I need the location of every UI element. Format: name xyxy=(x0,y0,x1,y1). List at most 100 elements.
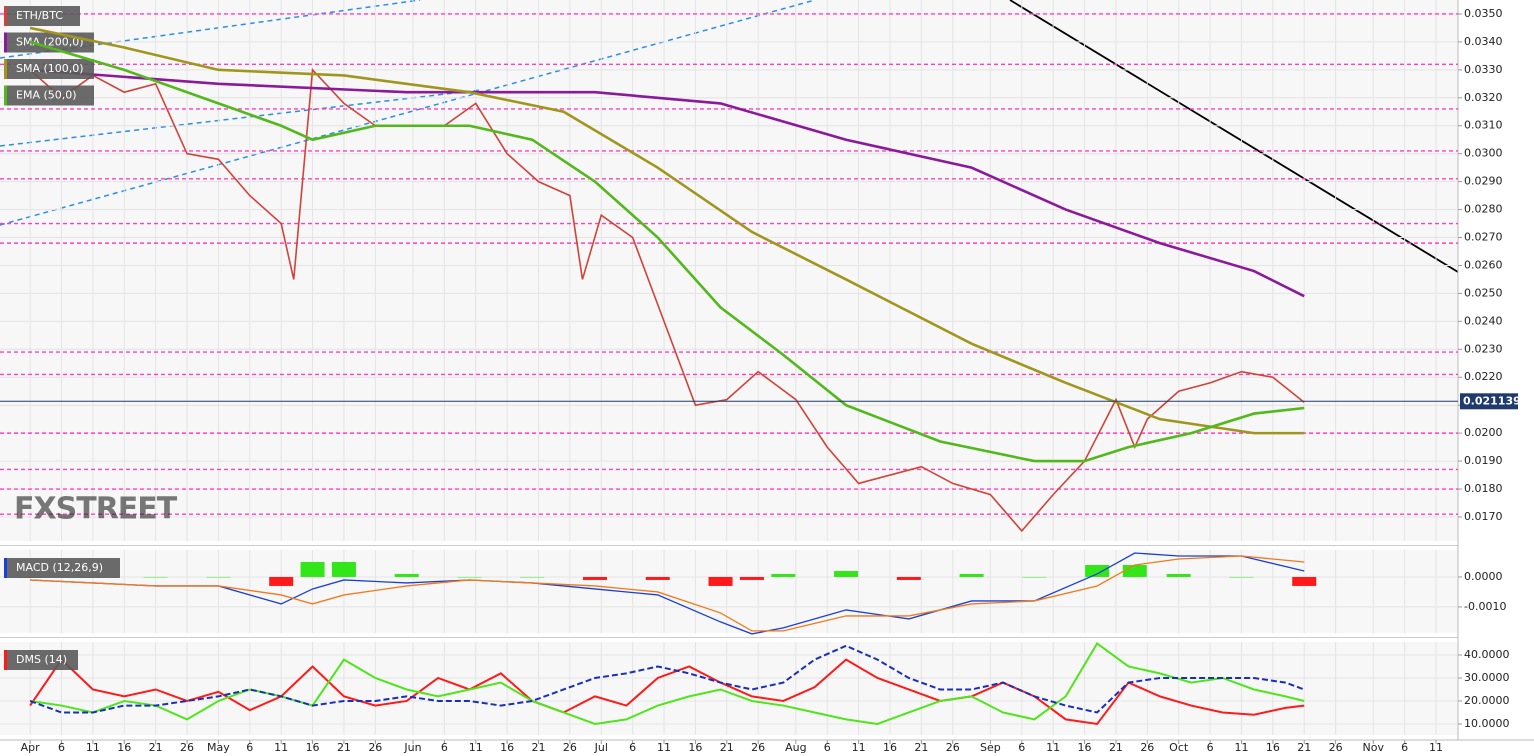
y-tick-label: 0.0000 xyxy=(1464,570,1503,583)
x-tick-label: 16 xyxy=(688,741,702,754)
y-tick-label: 0.0350 xyxy=(1464,7,1503,20)
trendline xyxy=(0,0,816,226)
legend-swatch xyxy=(4,59,7,79)
histogram-bar xyxy=(834,570,859,577)
dms-line xyxy=(29,658,1305,726)
legend-box xyxy=(4,85,94,106)
legend-label: ETH/BTC xyxy=(16,9,63,22)
histogram-bar xyxy=(457,576,482,578)
histogram-bar xyxy=(394,573,419,577)
x-tick-label: 26 xyxy=(563,741,577,754)
trendline xyxy=(0,0,421,59)
x-tick-label: 21 xyxy=(337,741,351,754)
pane-label-box xyxy=(4,650,78,670)
x-tick-label: Jun xyxy=(403,741,421,754)
pane-label: MACD (12,26,9) xyxy=(16,561,103,574)
x-tick-label: 11 xyxy=(852,741,866,754)
histogram-bar xyxy=(206,576,231,578)
x-tick-label: 11 xyxy=(1234,741,1248,754)
histogram-bar xyxy=(1122,564,1147,577)
x-tick-label: Jul xyxy=(594,741,608,754)
histogram-bar xyxy=(1292,576,1317,586)
y-tick-label: 30.0000 xyxy=(1464,671,1510,684)
y-tick-label: 0.0310 xyxy=(1464,119,1503,132)
watermark: FXSTREET xyxy=(14,492,178,527)
x-tick-label: 11 xyxy=(469,741,483,754)
price-pane xyxy=(0,0,1458,541)
y-tick-label: 0.0200 xyxy=(1464,426,1503,439)
x-tick-label: 11 xyxy=(274,741,288,754)
x-tick-label: 11 xyxy=(657,741,671,754)
legend-label: EMA (50,0) xyxy=(16,89,77,102)
histogram-bar xyxy=(739,576,764,580)
histogram-bar xyxy=(582,576,607,580)
x-tick-label: 16 xyxy=(500,741,514,754)
legend-label: SMA (100,0) xyxy=(16,62,84,75)
pane-label-swatch xyxy=(4,558,7,578)
x-tick-label: 6 xyxy=(58,741,65,754)
x-tick-label: Aug xyxy=(785,741,806,754)
histogram-bar xyxy=(331,561,356,577)
histogram-bar xyxy=(896,576,921,580)
y-tick-label: 0.0220 xyxy=(1464,370,1503,383)
histogram-bar xyxy=(645,576,670,580)
pane-label-box xyxy=(4,558,120,578)
x-tick-label: 16 xyxy=(306,741,320,754)
histogram-bar xyxy=(520,576,545,578)
price-line xyxy=(29,68,1305,533)
x-tick-label: Sep xyxy=(980,741,1001,754)
dms-line xyxy=(29,644,1305,714)
x-tick-label: 26 xyxy=(1140,741,1154,754)
macd-line xyxy=(30,555,1305,632)
histogram-bar xyxy=(959,573,984,577)
ma-line xyxy=(29,26,1305,435)
y-tick-label: 0.0340 xyxy=(1464,35,1503,48)
x-tick-label: 21 xyxy=(1109,741,1123,754)
y-tick-label: 0.0240 xyxy=(1464,314,1503,327)
last-price-box xyxy=(1460,393,1518,410)
histogram-bar xyxy=(300,561,325,577)
histogram-bar xyxy=(269,576,294,586)
ma-line xyxy=(30,68,1305,298)
y-tick-label: 0.0290 xyxy=(1464,175,1503,188)
legend-swatch xyxy=(4,32,7,53)
y-tick-label: 0.0300 xyxy=(1464,147,1503,160)
y-tick-label: 20.0000 xyxy=(1464,694,1510,707)
histogram-bar xyxy=(771,573,796,577)
x-tick-label: 6 xyxy=(1207,741,1214,754)
y-tick-label: 0.0250 xyxy=(1464,286,1503,299)
histogram-bar xyxy=(1085,564,1110,577)
x-tick-label: 26 xyxy=(946,741,960,754)
x-tick-label: 16 xyxy=(117,741,131,754)
y-tick-label: 0.0330 xyxy=(1464,63,1503,76)
histogram-bar xyxy=(1166,573,1191,577)
macd-pane xyxy=(0,550,1458,633)
x-tick-label: 16 xyxy=(1078,741,1092,754)
y-tick-label: 0.0180 xyxy=(1464,482,1503,495)
x-tick-label: 11 xyxy=(86,741,100,754)
last-price-label: 0.021139 xyxy=(1463,394,1521,407)
legend-box xyxy=(4,6,80,26)
x-tick-label: 21 xyxy=(1297,741,1311,754)
y-tick-label: 0.0230 xyxy=(1464,342,1503,355)
histogram-bar xyxy=(708,576,733,586)
x-tick-label: 6 xyxy=(441,741,448,754)
histogram-bar xyxy=(143,576,168,578)
x-tick-label: 21 xyxy=(720,741,734,754)
x-tick-label: 6 xyxy=(246,741,253,754)
x-tick-label: 26 xyxy=(1329,741,1343,754)
ma-line xyxy=(29,40,1305,463)
y-tick-label: 40.0000 xyxy=(1464,648,1510,661)
x-tick-label: 26 xyxy=(751,741,765,754)
x-tick-label: Apr xyxy=(21,741,41,754)
pane-label-swatch xyxy=(4,650,7,670)
x-tick-label: 6 xyxy=(1401,741,1408,754)
pane-label: DMS (14) xyxy=(16,653,67,666)
x-tick-label: Nov xyxy=(1363,741,1385,754)
x-tick-label: 6 xyxy=(1018,741,1025,754)
x-tick-label: 21 xyxy=(914,741,928,754)
y-tick-label: 0.0280 xyxy=(1464,203,1503,216)
histogram-bar xyxy=(1229,576,1254,578)
histogram-bar xyxy=(1022,576,1047,578)
